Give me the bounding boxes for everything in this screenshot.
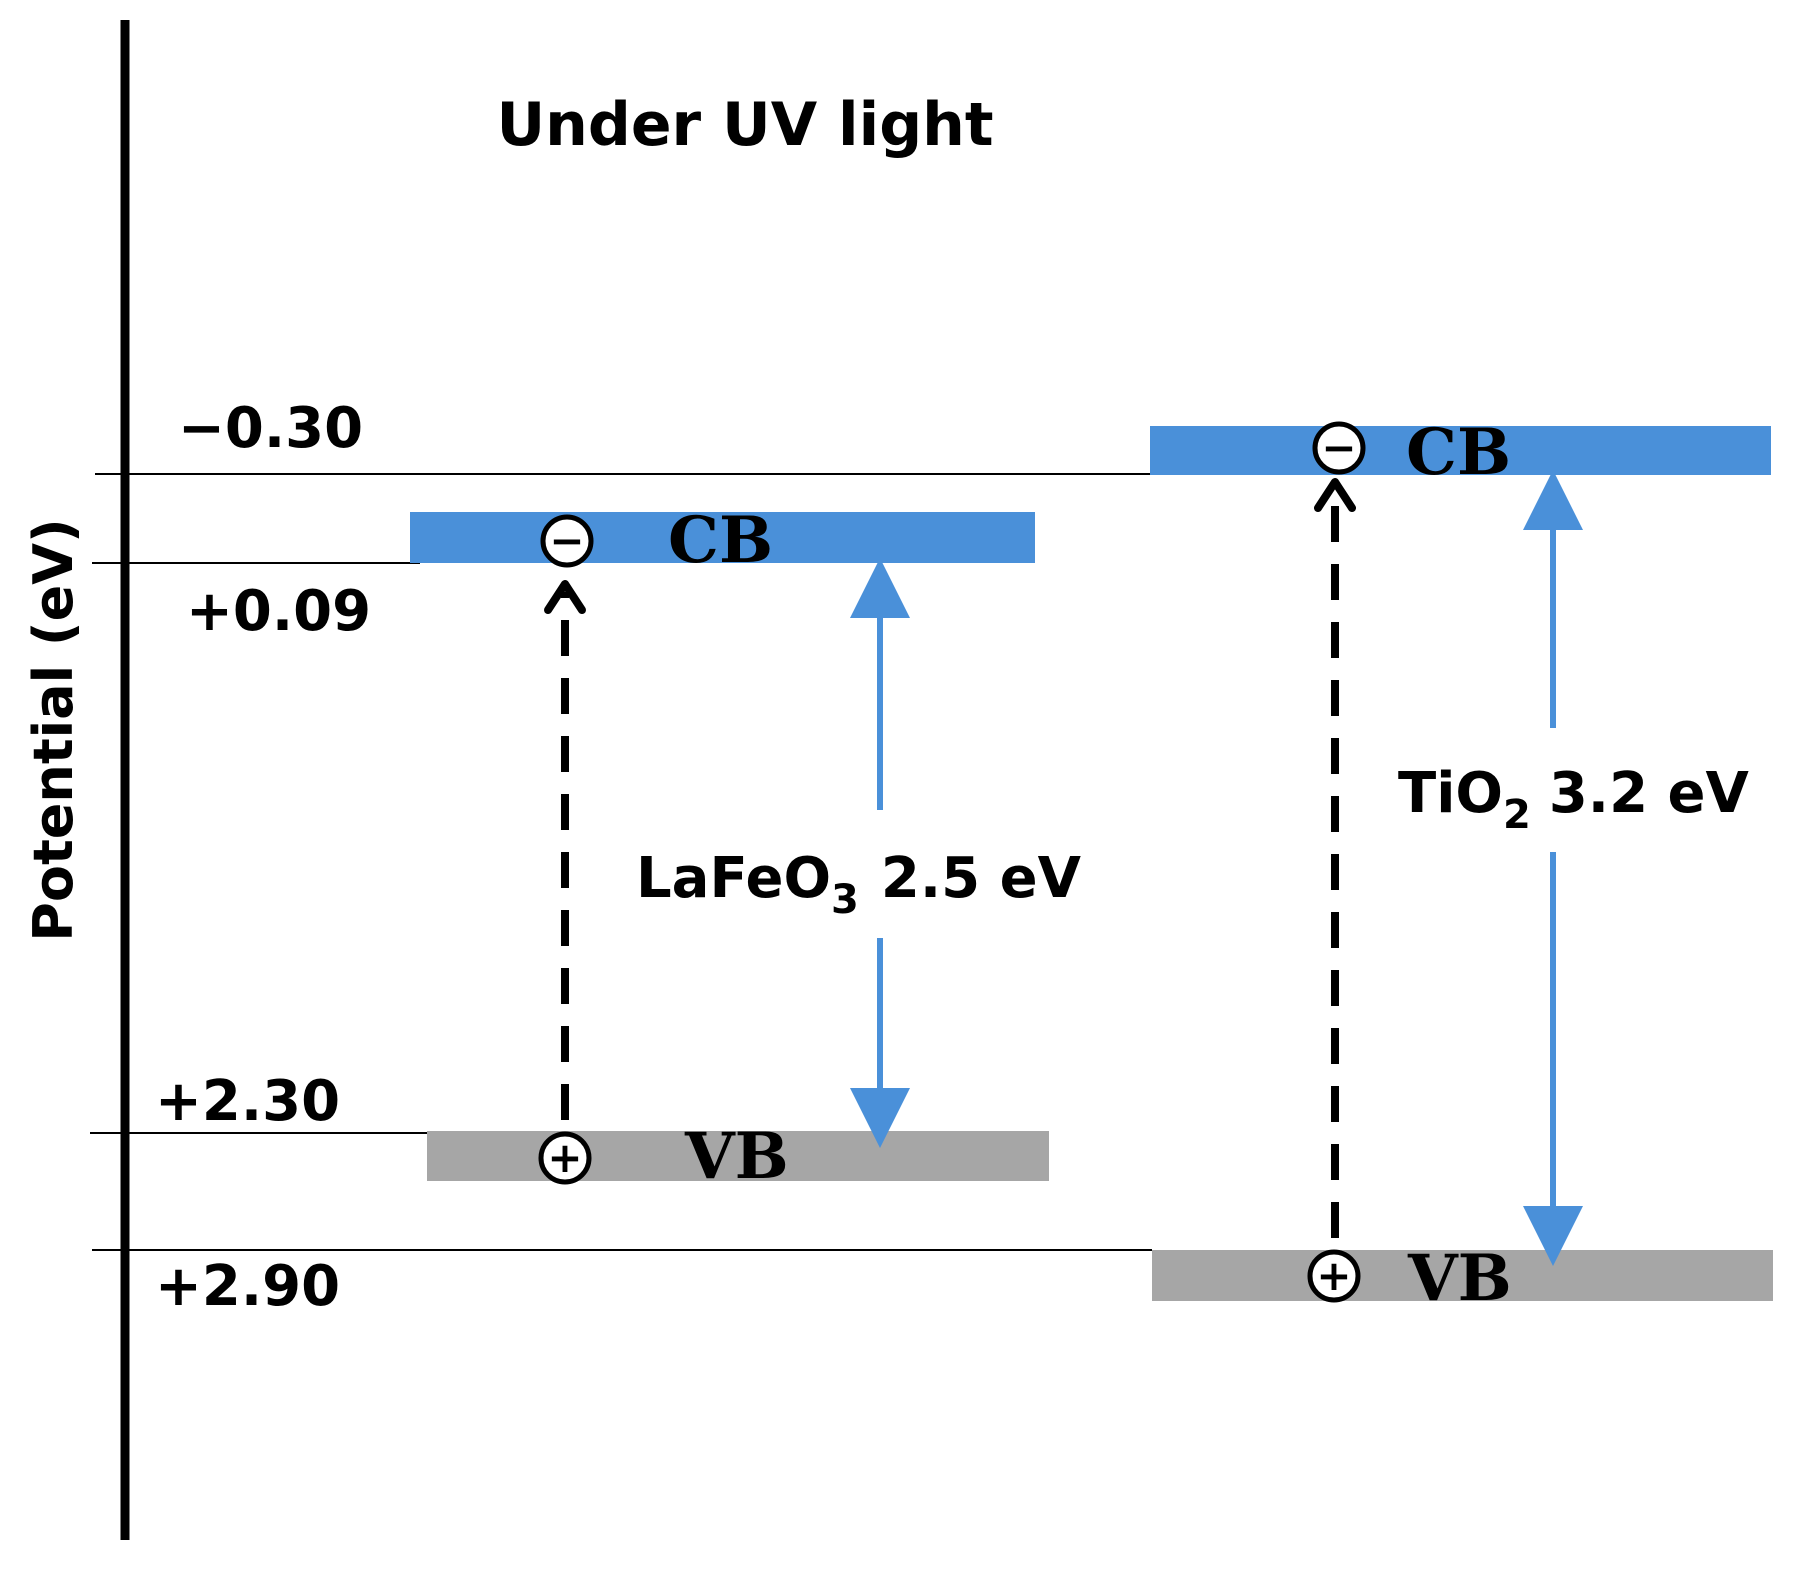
lafeo3-vb-label: VB: [684, 1119, 789, 1194]
lafeo3-gap-value: 2.5 eV: [881, 846, 1082, 911]
tio2-hole-icon: +: [1307, 1249, 1361, 1303]
level-label-plus-2-90: +2.90: [155, 1254, 340, 1319]
tio2-cb-band: [1150, 426, 1771, 475]
diagram-title: Under UV light: [496, 90, 993, 160]
level-label-plus-2-30: +2.30: [155, 1069, 340, 1134]
axis-label: Potential (eV): [22, 518, 85, 941]
lafeo3-excitation-arrowhead: [544, 580, 586, 614]
level-label-minus-0-30: −0.30: [178, 396, 363, 461]
lafeo3-gap-label: LaFeO3 2.5 eV: [636, 846, 1082, 923]
lafeo3-hole-icon: +: [538, 1131, 592, 1185]
svg-text:+: +: [547, 1133, 582, 1182]
lafeo3-name-subscript: 3: [831, 877, 859, 923]
lafeo3-electron-icon: −: [540, 514, 594, 568]
tio2-name: TiO: [1398, 761, 1503, 826]
tio2-vb-band: [1152, 1250, 1773, 1301]
tio2-cb-label: CB: [1406, 415, 1511, 490]
tio2-name-subscript: 2: [1503, 792, 1531, 838]
svg-text:+: +: [1316, 1251, 1351, 1300]
lafeo3-name: LaFeO: [636, 846, 831, 911]
lafeo3-cb-label: CB: [668, 503, 773, 578]
level-label-plus-0-09: +0.09: [186, 579, 371, 644]
svg-text:−: −: [1321, 423, 1356, 472]
tio2-gap-value: 3.2 eV: [1549, 761, 1750, 826]
tio2-electron-icon: −: [1312, 421, 1366, 475]
tio2-vb-label: VB: [1407, 1241, 1512, 1316]
tio2-excitation-arrowhead: [1314, 478, 1356, 512]
lafeo3-cb-band: [410, 512, 1035, 563]
svg-text:−: −: [549, 516, 584, 565]
tio2-gap-label: TiO2 3.2 eV: [1398, 761, 1750, 838]
lafeo3-vb-band: [427, 1131, 1049, 1181]
